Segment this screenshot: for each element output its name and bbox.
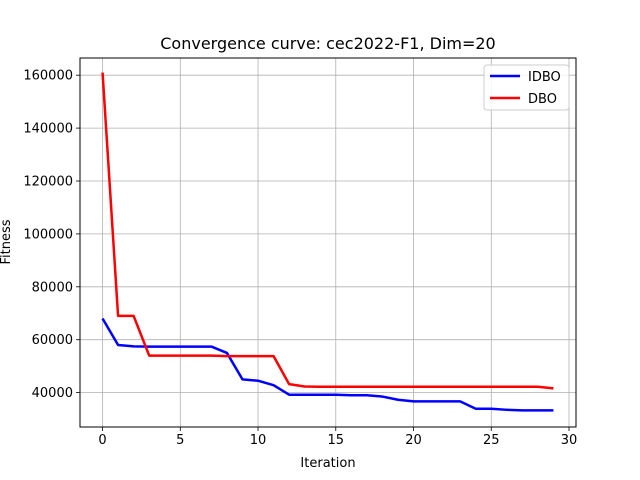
x-tick-label: 15 <box>328 433 345 448</box>
y-axis-ticks: 40000 60000 80000 100000 120000 140000 160000 <box>23 69 80 401</box>
legend: IDBO DBO <box>483 64 570 111</box>
legend-label-idbo: IDBO <box>528 70 561 85</box>
series-lines <box>101 72 554 412</box>
y-tick-label: 120000 <box>23 175 73 190</box>
x-tick-label: 20 <box>405 433 422 448</box>
series-line-idbo <box>101 317 554 412</box>
x-tick-label: 25 <box>483 433 500 448</box>
x-tick-label: 0 <box>98 433 106 448</box>
chart-title: Convergence curve: cec2022-F1, Dim=20 <box>160 34 495 53</box>
y-tick-label: 40000 <box>32 386 73 401</box>
y-tick-label: 140000 <box>23 122 73 137</box>
y-tick-label: 80000 <box>32 280 73 295</box>
grid-lines <box>80 58 576 427</box>
x-axis-label: Iteration <box>300 456 355 471</box>
y-tick-label: 100000 <box>23 227 73 242</box>
series-line-dbo <box>101 72 554 390</box>
x-tick-label: 30 <box>561 433 578 448</box>
x-tick-label: 10 <box>250 433 267 448</box>
y-axis-label: Fitness <box>0 219 14 264</box>
legend-label-dbo: DBO <box>528 92 557 107</box>
x-tick-label: 5 <box>176 433 184 448</box>
plot-frame <box>79 57 577 428</box>
x-axis-ticks: 0 5 10 15 20 25 30 <box>98 427 577 448</box>
y-tick-label: 60000 <box>32 333 73 348</box>
y-tick-label: 160000 <box>23 69 73 84</box>
